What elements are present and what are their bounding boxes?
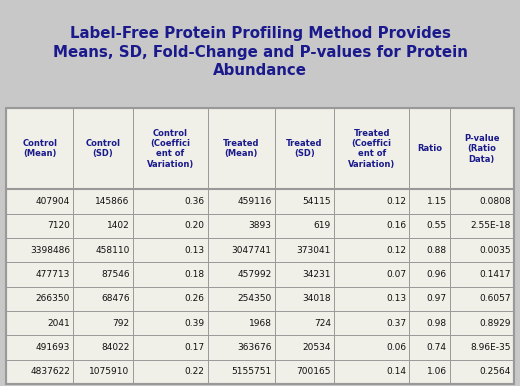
Text: 0.22: 0.22 <box>185 367 205 376</box>
Text: 0.12: 0.12 <box>386 246 406 255</box>
Text: 0.37: 0.37 <box>386 319 406 328</box>
Text: 0.14: 0.14 <box>386 367 406 376</box>
Text: 1.06: 1.06 <box>426 367 447 376</box>
Text: Ratio: Ratio <box>417 144 442 153</box>
Text: 20534: 20534 <box>303 343 331 352</box>
Text: 0.13: 0.13 <box>185 246 205 255</box>
Text: 0.16: 0.16 <box>386 222 406 230</box>
Text: 8.96E-35: 8.96E-35 <box>470 343 511 352</box>
Text: 0.39: 0.39 <box>185 319 205 328</box>
Text: 7120: 7120 <box>47 222 70 230</box>
Text: 3893: 3893 <box>249 222 271 230</box>
Text: 87546: 87546 <box>101 270 129 279</box>
Text: 0.88: 0.88 <box>426 246 447 255</box>
Text: 1.15: 1.15 <box>426 197 447 206</box>
Text: 477713: 477713 <box>36 270 70 279</box>
Text: 0.8929: 0.8929 <box>479 319 511 328</box>
Text: 0.07: 0.07 <box>386 270 406 279</box>
Text: 5155751: 5155751 <box>231 367 271 376</box>
Text: 724: 724 <box>314 319 331 328</box>
Text: 0.96: 0.96 <box>426 270 447 279</box>
Text: 0.12: 0.12 <box>386 197 406 206</box>
Text: 0.36: 0.36 <box>185 197 205 206</box>
Text: 700165: 700165 <box>296 367 331 376</box>
Text: 619: 619 <box>314 222 331 230</box>
Text: Label-Free Protein Profiling Method Provides
Means, SD, Fold-Change and P-values: Label-Free Protein Profiling Method Prov… <box>53 26 467 78</box>
Text: 1968: 1968 <box>249 319 271 328</box>
Text: 0.0808: 0.0808 <box>479 197 511 206</box>
Text: Treated
(Coeffici
ent of
Variation): Treated (Coeffici ent of Variation) <box>348 129 395 169</box>
Text: 68476: 68476 <box>101 295 129 303</box>
Text: 0.98: 0.98 <box>426 319 447 328</box>
Text: 1075910: 1075910 <box>89 367 129 376</box>
Text: 3047741: 3047741 <box>232 246 271 255</box>
Text: Control
(SD): Control (SD) <box>85 139 121 159</box>
Text: 0.0035: 0.0035 <box>479 246 511 255</box>
Text: 0.6057: 0.6057 <box>479 295 511 303</box>
Text: 792: 792 <box>112 319 129 328</box>
Text: 1402: 1402 <box>107 222 129 230</box>
Text: 254350: 254350 <box>238 295 271 303</box>
Text: 266350: 266350 <box>36 295 70 303</box>
Text: Treated
(SD): Treated (SD) <box>286 139 322 159</box>
Text: 0.2564: 0.2564 <box>479 367 511 376</box>
Text: 54115: 54115 <box>303 197 331 206</box>
Text: 2041: 2041 <box>47 319 70 328</box>
Text: Treated
(Mean): Treated (Mean) <box>223 139 259 159</box>
Text: 363676: 363676 <box>237 343 271 352</box>
Text: 491693: 491693 <box>36 343 70 352</box>
Text: Control
(Coeffici
ent of
Variation): Control (Coeffici ent of Variation) <box>147 129 194 169</box>
Text: 0.74: 0.74 <box>427 343 447 352</box>
Text: 0.17: 0.17 <box>185 343 205 352</box>
Text: 145866: 145866 <box>95 197 129 206</box>
Text: P-value
(Ratio
Data): P-value (Ratio Data) <box>464 134 500 164</box>
Text: 84022: 84022 <box>101 343 129 352</box>
Text: Control
(Mean): Control (Mean) <box>22 139 57 159</box>
Text: 4837622: 4837622 <box>30 367 70 376</box>
Text: 34018: 34018 <box>303 295 331 303</box>
Text: 0.20: 0.20 <box>185 222 205 230</box>
Text: 458110: 458110 <box>95 246 129 255</box>
Text: 0.06: 0.06 <box>386 343 406 352</box>
Text: 0.26: 0.26 <box>185 295 205 303</box>
Text: 457992: 457992 <box>238 270 271 279</box>
Text: 3398486: 3398486 <box>30 246 70 255</box>
Text: 373041: 373041 <box>297 246 331 255</box>
Text: 0.55: 0.55 <box>426 222 447 230</box>
Text: 34231: 34231 <box>303 270 331 279</box>
Text: 0.18: 0.18 <box>185 270 205 279</box>
Text: 2.55E-18: 2.55E-18 <box>470 222 511 230</box>
Text: 0.13: 0.13 <box>386 295 406 303</box>
Text: 407904: 407904 <box>36 197 70 206</box>
Text: 0.97: 0.97 <box>426 295 447 303</box>
Text: 459116: 459116 <box>237 197 271 206</box>
Text: 0.1417: 0.1417 <box>479 270 511 279</box>
